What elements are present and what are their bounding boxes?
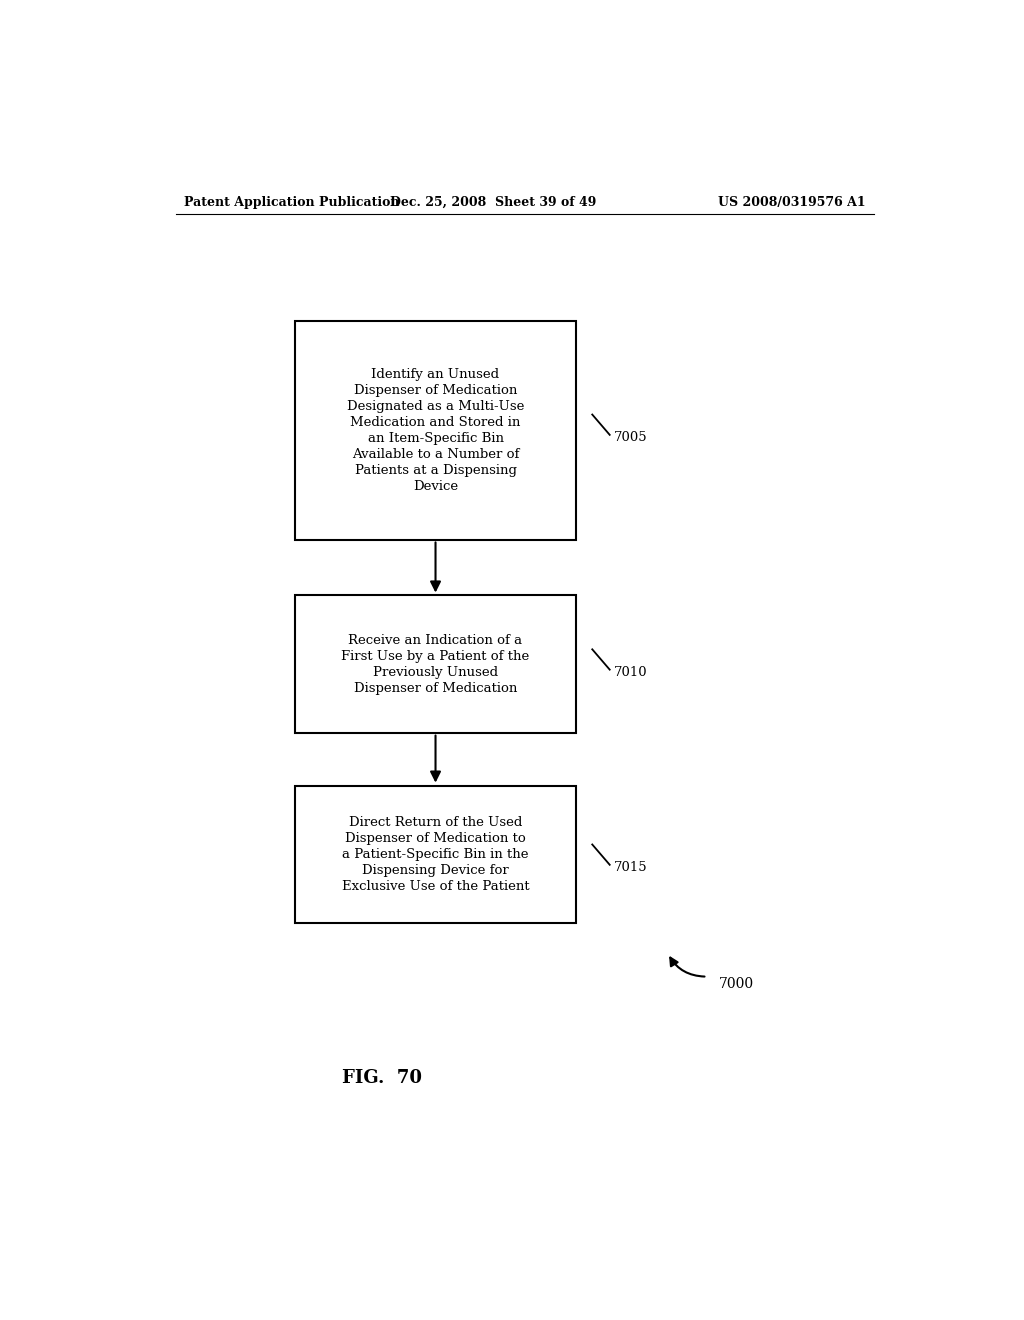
Bar	[295, 321, 577, 540]
Bar	[295, 785, 577, 923]
Text: 7010: 7010	[613, 667, 647, 680]
Text: Direct Return of the Used
Dispenser of Medication to
a Patient-Specific Bin in t: Direct Return of the Used Dispenser of M…	[342, 816, 529, 892]
Text: FIG.  70: FIG. 70	[342, 1069, 422, 1088]
Text: 7015: 7015	[613, 862, 647, 874]
Bar	[295, 595, 577, 733]
Text: Identify an Unused
Dispenser of Medication
Designated as a Multi-Use
Medication : Identify an Unused Dispenser of Medicati…	[347, 368, 524, 492]
Text: Patent Application Publication: Patent Application Publication	[183, 195, 399, 209]
Text: Dec. 25, 2008  Sheet 39 of 49: Dec. 25, 2008 Sheet 39 of 49	[390, 195, 596, 209]
Text: 7000: 7000	[719, 977, 755, 991]
Text: Receive an Indication of a
First Use by a Patient of the
Previously Unused
Dispe: Receive an Indication of a First Use by …	[341, 634, 529, 694]
Text: US 2008/0319576 A1: US 2008/0319576 A1	[719, 195, 866, 209]
Text: 7005: 7005	[613, 432, 647, 445]
